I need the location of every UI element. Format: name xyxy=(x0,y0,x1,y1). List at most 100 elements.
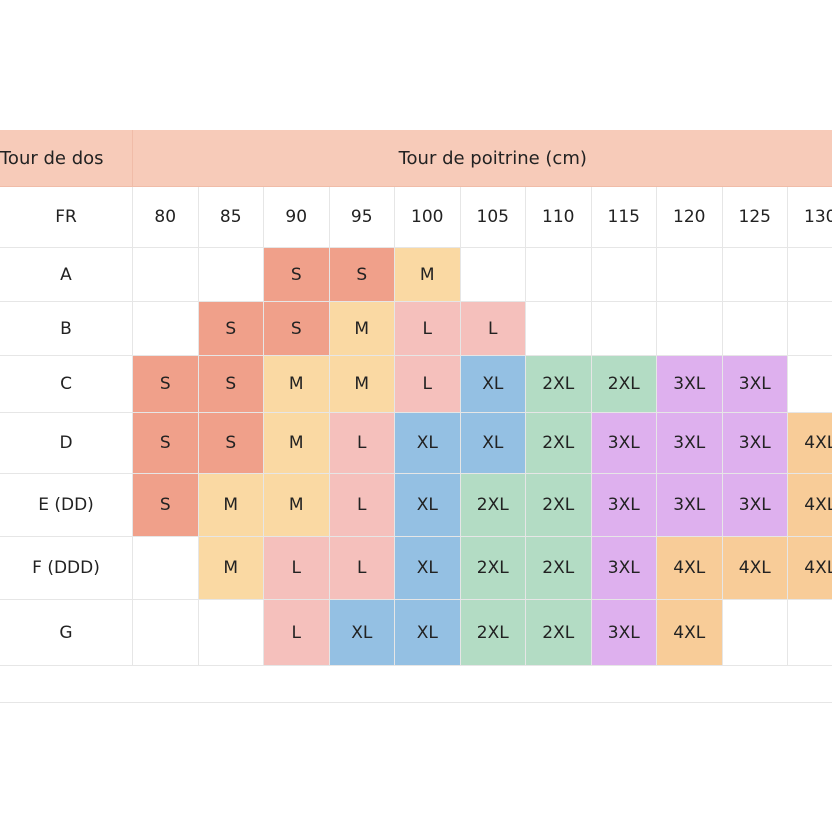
size-cell: M xyxy=(264,413,330,474)
size-cell: 2XL xyxy=(460,537,526,600)
column-label: 80 xyxy=(133,187,199,248)
empty-cell xyxy=(722,600,788,666)
size-cell: S xyxy=(133,356,199,413)
size-cell: L xyxy=(395,356,461,413)
size-cell: 2XL xyxy=(526,600,592,666)
size-cell: M xyxy=(395,248,461,302)
size-cell: XL xyxy=(395,474,461,537)
size-cell: 3XL xyxy=(591,600,657,666)
column-label: 95 xyxy=(329,187,395,248)
size-cell: M xyxy=(264,474,330,537)
size-cell: XL xyxy=(395,413,461,474)
row-label: B xyxy=(0,302,133,356)
size-cell: 3XL xyxy=(657,356,723,413)
empty-cell xyxy=(657,302,723,356)
size-cell: S xyxy=(329,248,395,302)
size-cell: S xyxy=(133,474,199,537)
size-cell: XL xyxy=(460,413,526,474)
size-cell: 3XL xyxy=(591,537,657,600)
empty-row xyxy=(0,666,832,703)
column-label: 115 xyxy=(591,187,657,248)
empty-cell xyxy=(198,600,264,666)
size-cell: XL xyxy=(460,356,526,413)
size-cell: 3XL xyxy=(657,413,723,474)
row-label: C xyxy=(0,356,133,413)
size-cell: 3XL xyxy=(657,474,723,537)
empty-cell xyxy=(788,600,832,666)
row-label: E (DD) xyxy=(0,474,133,537)
empty-cell xyxy=(198,248,264,302)
size-cell: 3XL xyxy=(722,356,788,413)
size-cell: L xyxy=(395,302,461,356)
empty-cell xyxy=(591,302,657,356)
empty-cell xyxy=(788,356,832,413)
size-cell: 2XL xyxy=(460,474,526,537)
size-cell: L xyxy=(329,537,395,600)
column-label: 105 xyxy=(460,187,526,248)
size-cell: 4XL xyxy=(722,537,788,600)
empty-cell xyxy=(526,248,592,302)
corner-label: FR xyxy=(0,187,133,248)
size-cell: S xyxy=(264,248,330,302)
row-label: D xyxy=(0,413,133,474)
size-cell: XL xyxy=(395,600,461,666)
column-label: 125 xyxy=(722,187,788,248)
row-label: G xyxy=(0,600,133,666)
empty-cell xyxy=(460,248,526,302)
empty-cell xyxy=(526,302,592,356)
empty-cell xyxy=(788,248,832,302)
empty-cell xyxy=(133,600,199,666)
size-cell: 4XL xyxy=(657,537,723,600)
column-label: 85 xyxy=(198,187,264,248)
column-label: 90 xyxy=(264,187,330,248)
size-cell: M xyxy=(198,474,264,537)
row-label: A xyxy=(0,248,133,302)
size-cell: S xyxy=(198,302,264,356)
size-cell: XL xyxy=(395,537,461,600)
empty-cell xyxy=(722,302,788,356)
size-cell: M xyxy=(329,356,395,413)
size-cell: S xyxy=(133,413,199,474)
empty-cell xyxy=(657,248,723,302)
size-cell: L xyxy=(460,302,526,356)
empty-cell xyxy=(133,248,199,302)
size-cell: 4XL xyxy=(657,600,723,666)
size-cell: L xyxy=(264,600,330,666)
column-label: 130 xyxy=(788,187,832,248)
size-cell: 4XL xyxy=(788,474,832,537)
size-cell: 2XL xyxy=(526,356,592,413)
size-cell: 4XL xyxy=(788,413,832,474)
size-cell: XL xyxy=(329,600,395,666)
size-cell: L xyxy=(329,474,395,537)
header-columns-label: Tour de poitrine (cm) xyxy=(133,130,832,187)
header-row-label: Tour de dos xyxy=(0,130,133,187)
size-cell: 4XL xyxy=(788,537,832,600)
size-cell: S xyxy=(198,356,264,413)
empty-cell xyxy=(591,248,657,302)
column-label: 100 xyxy=(395,187,461,248)
column-label: 110 xyxy=(526,187,592,248)
size-cell: S xyxy=(264,302,330,356)
size-cell: 3XL xyxy=(722,413,788,474)
size-cell: L xyxy=(329,413,395,474)
size-cell: 3XL xyxy=(591,413,657,474)
size-cell: L xyxy=(264,537,330,600)
size-cell: M xyxy=(264,356,330,413)
size-cell: M xyxy=(198,537,264,600)
size-cell: 2XL xyxy=(526,413,592,474)
size-cell: 3XL xyxy=(722,474,788,537)
empty-cell xyxy=(133,537,199,600)
column-label: 120 xyxy=(657,187,723,248)
size-cell: 2XL xyxy=(526,537,592,600)
empty-cell xyxy=(788,302,832,356)
empty-cell xyxy=(722,248,788,302)
size-cell: 2XL xyxy=(526,474,592,537)
row-label: F (DDD) xyxy=(0,537,133,600)
empty-cell xyxy=(133,302,199,356)
size-cell: 2XL xyxy=(591,356,657,413)
size-cell: 3XL xyxy=(591,474,657,537)
size-cell: 2XL xyxy=(460,600,526,666)
size-cell: M xyxy=(329,302,395,356)
size-cell: S xyxy=(198,413,264,474)
